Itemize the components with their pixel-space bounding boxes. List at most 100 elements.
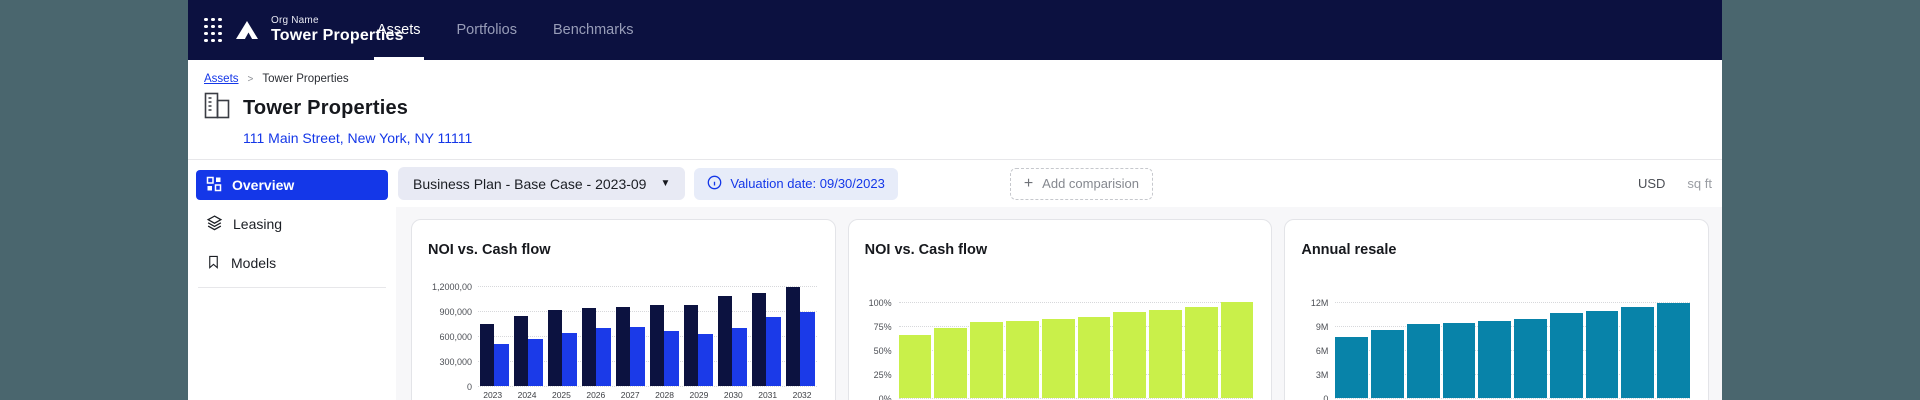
bar	[1621, 306, 1655, 398]
x-axis-label: 2029	[689, 390, 709, 400]
add-comparison-button[interactable]: + Add comparision	[1009, 167, 1153, 200]
bar-noi	[547, 310, 563, 386]
brand-logo-icon	[235, 20, 259, 40]
bar-cash-flow	[596, 327, 611, 386]
y-axis-label: 50%	[873, 346, 892, 356]
breadcrumb: Assets > Tower Properties	[204, 73, 1706, 85]
app-grid-icon[interactable]	[204, 17, 222, 43]
page-header: Assets > Tower Properties Tower Properti…	[188, 60, 1722, 160]
chart-title: NOI vs. Cash flow	[428, 242, 551, 258]
top-navbar: Org Name Tower Properties Assets Portfol…	[188, 0, 1722, 60]
x-axis-labels: 2023 2024 2025 2026 2027 2028 2029 2030 2031 2032	[478, 390, 817, 400]
x-axis-label: 2023	[483, 390, 503, 400]
bookmark-icon	[206, 254, 221, 273]
bar	[1549, 313, 1583, 398]
chart-card-noi-cashflow-pct: NOI vs. Cash flow 100% 75% 50% 25% 0%	[847, 219, 1273, 400]
y-axis-label: 0	[1323, 394, 1329, 400]
bar-noi	[683, 305, 699, 386]
bar-cash-flow	[528, 339, 543, 386]
chart-plot: 12M 9M 6M 3M 0	[1311, 298, 1691, 400]
gridline: 50%	[874, 346, 1254, 356]
dashboard-grid-icon	[206, 176, 222, 195]
bar-noi	[513, 316, 529, 386]
bar	[1220, 302, 1254, 398]
valuation-date-chip[interactable]: Valuation date: 09/30/2023	[694, 167, 898, 200]
bar-noi	[751, 292, 767, 386]
unit-sqft-toggle[interactable]: sq ft	[1687, 176, 1712, 191]
app-window: Org Name Tower Properties Assets Portfol…	[188, 0, 1722, 400]
gridline: 600,000	[439, 332, 817, 342]
sidebar-item-leasing[interactable]: Leasing	[196, 209, 388, 239]
annual-resale-bar-chart: 12M 9M 6M 3M 0	[1301, 298, 1692, 400]
bar-group	[751, 286, 781, 386]
tab-benchmarks[interactable]: Benchmarks	[552, 22, 634, 38]
bar-cash-flow	[698, 334, 713, 386]
x-axis-label: 2031	[758, 390, 778, 400]
gridline: 6M	[1316, 346, 1691, 356]
gridline: 75%	[874, 322, 1254, 332]
page-title: Tower Properties	[243, 96, 409, 119]
sidebar-item-overview[interactable]: Overview	[196, 170, 388, 200]
x-axis-label: 2024	[517, 390, 537, 400]
sidebar: Overview Leasing Models	[188, 160, 396, 400]
y-axis-label: 6M	[1315, 346, 1329, 356]
valuation-date-label: Valuation date: 09/30/2023	[730, 176, 885, 191]
y-axis-label: 9M	[1315, 322, 1329, 332]
bar	[1005, 321, 1039, 398]
bar	[1514, 318, 1547, 398]
bar	[1113, 311, 1147, 398]
bar-group	[785, 286, 815, 386]
bar-group	[683, 286, 713, 386]
bar-cash-flow	[664, 330, 679, 386]
y-axis-label: 0%	[878, 394, 892, 400]
address-link[interactable]: 111 Main Street, New York, NY 11111	[243, 130, 473, 146]
bar-cash-flow	[562, 332, 577, 386]
bar	[898, 334, 932, 398]
x-axis-label: 2027	[620, 390, 640, 400]
y-axis-label: 75%	[873, 322, 892, 332]
gridline: 1,2000,00	[432, 282, 817, 292]
y-axis-label: 1,2000,00	[431, 282, 472, 292]
sidebar-item-models[interactable]: Models	[196, 248, 388, 278]
bar	[1406, 324, 1440, 398]
breadcrumb-assets-link[interactable]: Assets	[204, 73, 239, 85]
bar-noi	[480, 323, 495, 386]
toolbar: Business Plan - Base Case - 2023-09 ▼ Va…	[396, 160, 1722, 207]
chevron-right-icon: >	[247, 73, 254, 85]
bar	[1478, 321, 1512, 398]
gridline: 0	[467, 382, 817, 392]
tab-portfolios[interactable]: Portfolios	[456, 22, 517, 38]
bar	[970, 322, 1003, 398]
x-axis-label: 2030	[723, 390, 743, 400]
bar	[1184, 306, 1218, 398]
sidebar-divider	[198, 287, 386, 288]
noi-cashflow-pct-bar-chart: 100% 75% 50% 25% 0%	[865, 298, 1256, 400]
gridline: 9M	[1316, 322, 1691, 332]
y-axis-label: 600,000	[439, 332, 472, 342]
bar-noi	[615, 306, 631, 386]
sidebar-item-label: Leasing	[233, 216, 283, 232]
chart-title: NOI vs. Cash flow	[864, 242, 988, 258]
bar	[1041, 319, 1075, 398]
bar-noi	[649, 305, 665, 386]
bar	[1442, 322, 1476, 398]
sidebar-item-label: Overview	[232, 177, 295, 193]
scenario-dropdown[interactable]: Business Plan - Base Case - 2023-09 ▼	[398, 167, 686, 200]
bar	[1371, 330, 1404, 398]
gridline: 900,000	[439, 307, 817, 317]
bar-group	[513, 286, 543, 386]
tab-assets[interactable]: Assets	[374, 0, 424, 60]
currency-usd-toggle[interactable]: USD	[1637, 176, 1666, 191]
sidebar-item-label: Models	[231, 255, 277, 271]
bar	[1657, 302, 1690, 398]
y-axis-label: 900,000	[439, 307, 472, 317]
x-axis-label: 2028	[655, 390, 675, 400]
gridline: 25%	[874, 370, 1254, 380]
bar-noi	[717, 296, 733, 386]
bar-cash-flow	[800, 311, 815, 386]
bar	[1585, 310, 1619, 398]
bar-cash-flow	[732, 328, 747, 386]
x-axis-label: 2032	[792, 390, 812, 400]
y-axis-label: 12M	[1310, 298, 1329, 308]
chart-card-annual-resale: Annual resale 12M 9M 6M 3M 0	[1284, 219, 1710, 400]
